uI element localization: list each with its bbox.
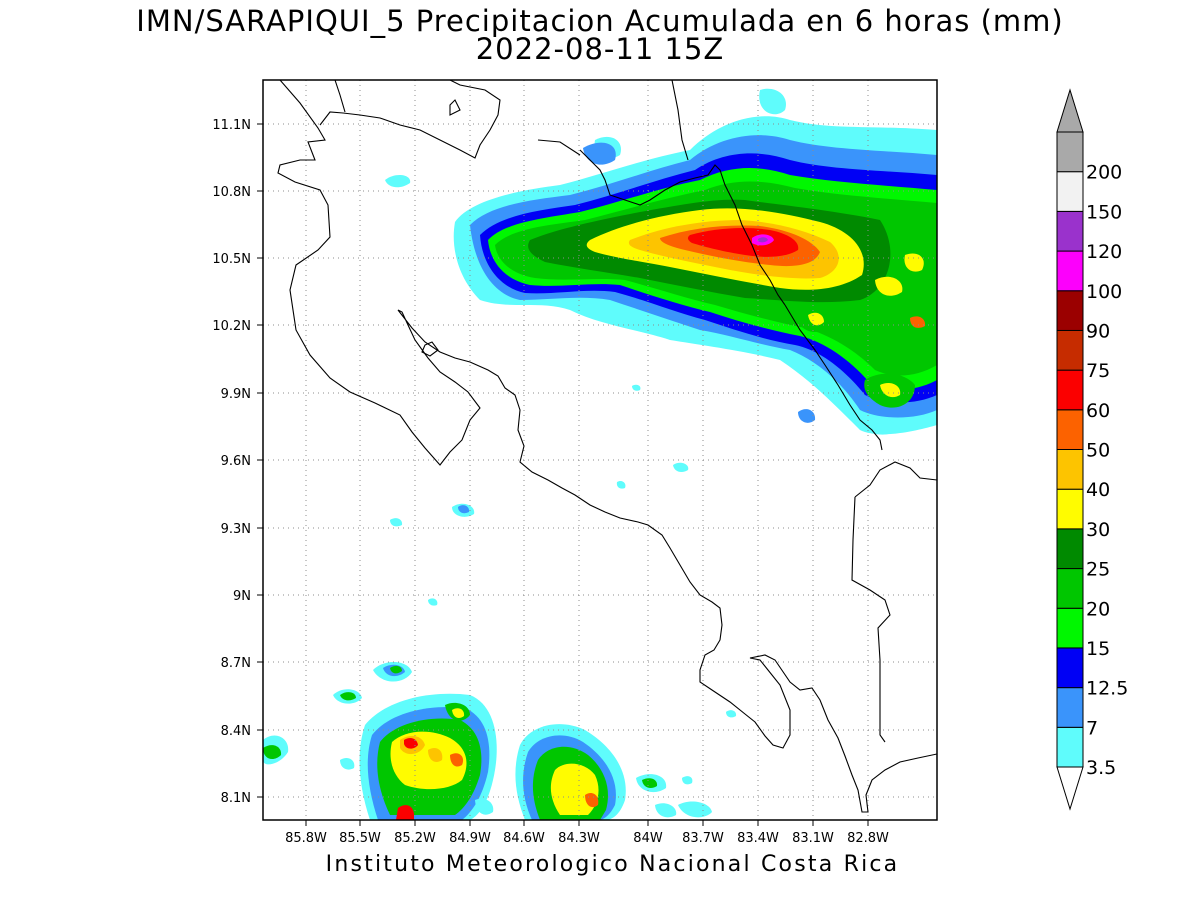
colorbar-swatch — [1056, 369, 1084, 411]
lat-label: 8.4N — [221, 724, 251, 739]
colorbar-level-label: 7 — [1086, 717, 1098, 739]
colorbar-swatch — [1056, 171, 1084, 212]
lat-label: 9.3N — [221, 522, 251, 537]
colorbar-level-label: 150 — [1086, 201, 1122, 223]
longitude-labels: 85.8W 85.5W 85.2W 84.9W 84.6W 84.3W 84W … — [285, 831, 889, 846]
lat-label: 11.1N — [212, 118, 251, 133]
colorbar-level-label: 75 — [1086, 360, 1110, 382]
lat-label: 10.8N — [212, 185, 251, 200]
colorbar-swatch — [1056, 607, 1084, 649]
colorbar-swatch — [1056, 647, 1084, 689]
pacific-coastline — [277, 80, 937, 813]
colorbar-level-label: 120 — [1086, 241, 1122, 263]
lat-label: 9N — [233, 589, 251, 604]
lon-label: 83.7W — [682, 831, 724, 846]
colorbar-swatch — [1056, 409, 1084, 450]
lon-label: 82.8W — [847, 831, 889, 846]
lat-label: 8.1N — [221, 791, 251, 806]
colorbar-level-label: 20 — [1086, 598, 1110, 620]
coastline-borders — [277, 80, 937, 813]
colorbar-level-label: 30 — [1086, 519, 1110, 541]
colorbar-level-label: 12.5 — [1086, 678, 1128, 700]
colorbar-swatch — [1056, 488, 1084, 530]
colorbar-swatch — [1056, 449, 1084, 490]
lon-label: 83.4W — [737, 831, 779, 846]
colorbar-swatch — [1056, 250, 1084, 292]
lat-label: 9.6N — [221, 454, 251, 469]
panama-border-south — [851, 496, 891, 743]
lon-label: 84W — [633, 831, 663, 846]
map-subtitle-datetime: 2022-08-11 15Z — [475, 32, 725, 66]
lon-label: 84.3W — [558, 831, 600, 846]
lon-label: 83.1W — [792, 831, 834, 846]
precipitation-field — [263, 88, 937, 820]
lon-label: 84.6W — [503, 831, 545, 846]
caribbean-coast-east — [671, 80, 689, 161]
latitude-labels: 11.1N 10.8N 10.5N 10.2N 9.9N 9.6N 9.3N 9… — [212, 118, 251, 806]
lon-label: 85.8W — [285, 831, 327, 846]
map-gridlines — [263, 80, 937, 820]
colorbar-swatch — [1056, 568, 1084, 609]
colorbar-level-label: 25 — [1086, 559, 1110, 581]
lat-label: 10.5N — [212, 252, 251, 267]
nicaragua-border — [579, 149, 786, 306]
lat-label: 9.9N — [221, 387, 251, 402]
colorbar-over-triangle — [1056, 88, 1084, 133]
panama-border — [784, 304, 883, 451]
precip-area-60 — [687, 227, 799, 257]
colorbar-level-label: 15 — [1086, 638, 1110, 660]
lon-label: 85.5W — [339, 831, 381, 846]
axis-ticks — [257, 123, 869, 826]
colorbar-swatch — [1056, 687, 1084, 728]
colorbar-under-triangle — [1056, 766, 1084, 811]
colorbar-legend: 3.5 7 12.5 15 20 25 30 40 50 60 75 90 100 120 150 200 — [1056, 88, 1128, 811]
colorbar-level-label: 40 — [1086, 479, 1110, 501]
colorbar-swatch — [1056, 210, 1084, 252]
caribbean-coastline — [319, 80, 501, 159]
colorbar-swatch — [1056, 528, 1084, 570]
map-title: IMN/SARAPIQUI_5 Precipitacion Acumulada … — [136, 4, 1064, 38]
lon-label: 85.2W — [394, 831, 436, 846]
colorbar-swatch — [1056, 329, 1084, 371]
colorbar-level-label: 100 — [1086, 281, 1122, 303]
colorbar-swatch — [1056, 290, 1084, 331]
colorbar-swatch — [1056, 726, 1084, 768]
footer-credit: Instituto Meteorologico Nacional Costa R… — [325, 852, 900, 877]
colorbar-level-label: 90 — [1086, 320, 1110, 342]
colorbar-level-label: 50 — [1086, 440, 1110, 462]
colorbar-level-label: 3.5 — [1086, 757, 1116, 779]
lon-label: 84.9W — [449, 831, 491, 846]
colorbar-level-label: 60 — [1086, 400, 1110, 422]
colorbar-swatch — [1056, 131, 1084, 173]
lat-label: 8.7N — [221, 656, 251, 671]
map-frame — [262, 79, 938, 821]
colorbar-level-label: 200 — [1086, 162, 1122, 184]
lat-label: 10.2N — [212, 319, 251, 334]
